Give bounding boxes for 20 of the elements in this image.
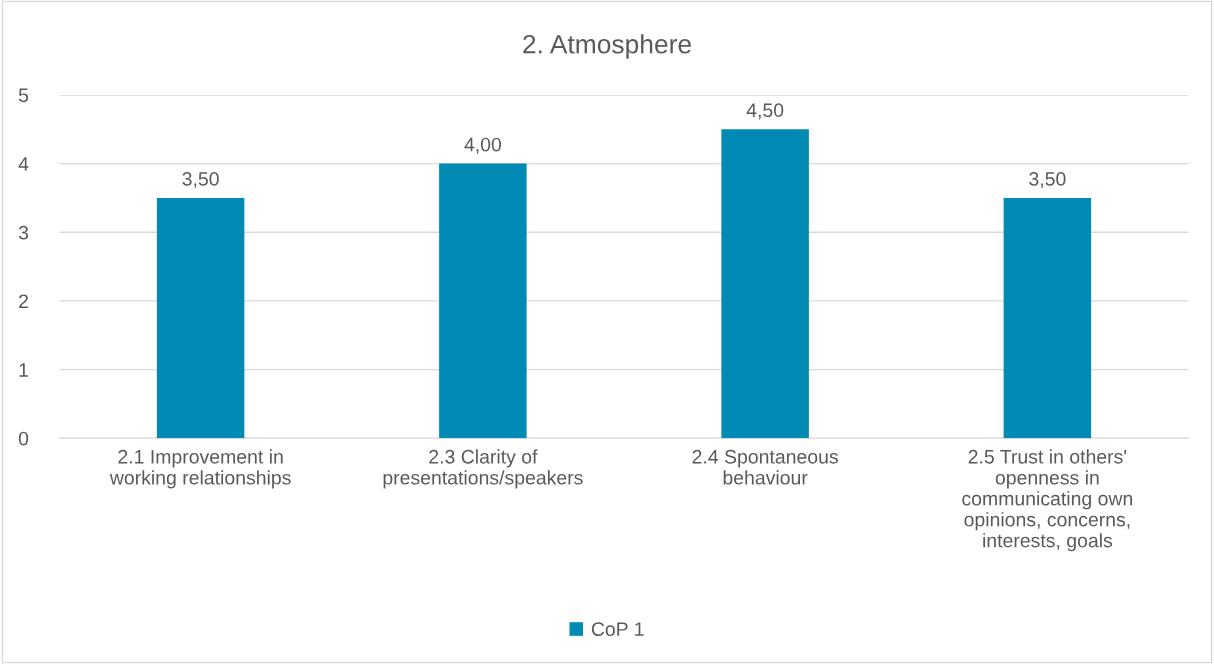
- y-tick-label: 2: [19, 294, 28, 308]
- x-tick-label: 2.5 Trust in others' openness in communicating own opinions, concerns, interests, goals: [962, 449, 1133, 552]
- y-tick-label: 0: [18, 431, 29, 446]
- bar: [721, 129, 809, 439]
- y-tick-label: 1: [19, 363, 28, 377]
- y-tick-label: 3: [18, 225, 29, 240]
- y-tick-label: 4: [18, 157, 29, 171]
- data-label: 4,00: [464, 137, 502, 154]
- legend-label: CoP 1: [591, 622, 644, 637]
- bar: [439, 163, 527, 439]
- x-tick-label: 2.3 Clarity of presentations/speakers: [383, 449, 583, 489]
- x-tick-label: 2.1 Improvement in working relationships: [109, 449, 291, 489]
- x-tick-label: 2.4 Spontaneous behaviour: [692, 449, 838, 485]
- y-tick-label: 5: [18, 88, 29, 103]
- bar: [156, 197, 245, 439]
- data-label: 4,50: [746, 103, 784, 120]
- data-label: 3,50: [1029, 171, 1066, 189]
- data-label: 3,50: [182, 171, 219, 189]
- bar: [1003, 197, 1092, 439]
- chart-title: 2. Atmosphere: [523, 34, 691, 59]
